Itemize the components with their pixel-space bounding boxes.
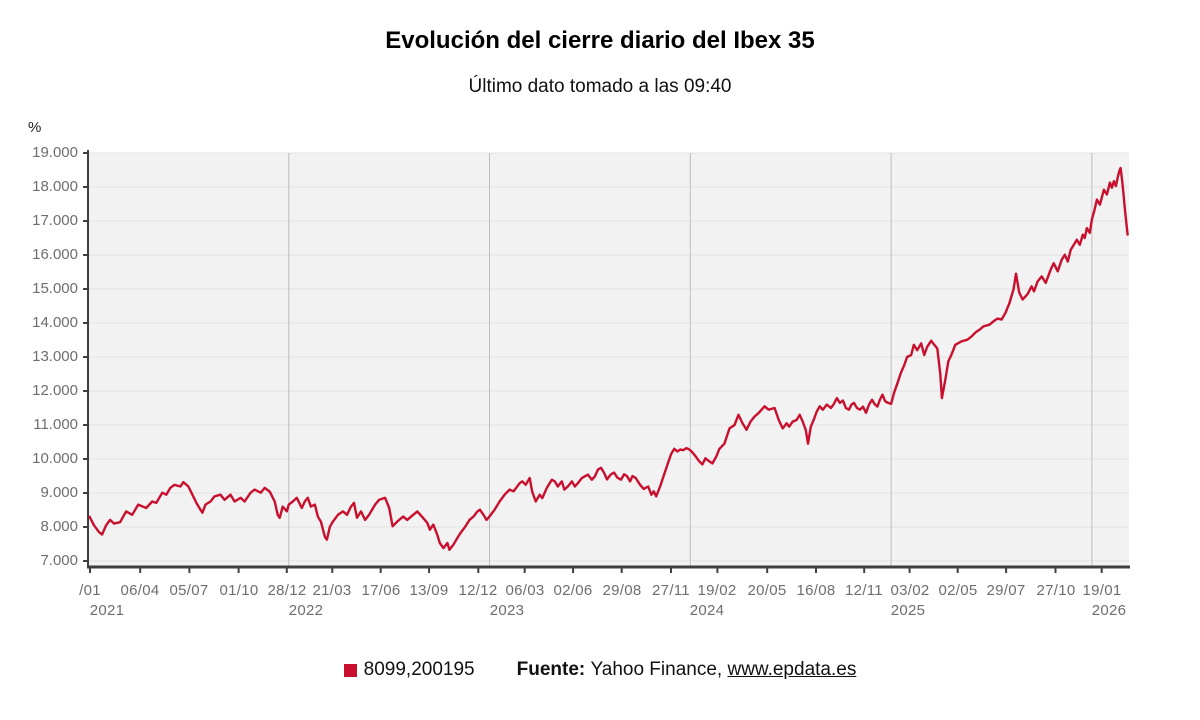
y-axis-tick-label: 17.000	[32, 212, 78, 229]
x-axis-tick-label: 19/02	[697, 582, 737, 599]
x-axis-tick-label: 20/05	[747, 582, 787, 599]
x-axis-tick-label: 29/07	[986, 582, 1026, 599]
x-axis-tick-label: 02/05	[938, 582, 978, 599]
x-axis-tick-label: 16/08	[796, 582, 836, 599]
y-axis-tick-label: 18.000	[32, 178, 78, 195]
x-axis-tick-label: 29/08	[602, 582, 642, 599]
x-axis-tick-label: 03/02	[890, 582, 930, 599]
x-axis-tick-label: 19/01	[1082, 582, 1122, 599]
y-axis-tick-label: 12.000	[32, 382, 78, 399]
x-axis-tick-label: 17/06	[361, 582, 401, 599]
x-axis-tick-label: 27/10	[1036, 582, 1076, 599]
x-axis-tick-label: 06/03	[505, 582, 545, 599]
x-axis-year-label: 2024	[689, 602, 725, 619]
y-axis-tick-label: 15.000	[32, 280, 78, 297]
x-axis-tick-label: 13/09	[409, 582, 449, 599]
x-axis-year-label: 2025	[890, 602, 926, 619]
source-name: Yahoo Finance,	[590, 659, 723, 680]
y-axis-tick-label: 11.000	[33, 416, 78, 433]
x-axis-tick-label: 02/06	[553, 582, 593, 599]
x-axis-year-label: 2021	[89, 602, 125, 619]
y-axis-tick-label: 14.000	[32, 314, 78, 331]
y-axis-tick-label: 19.000	[32, 144, 78, 161]
legend-series-label: 8099,200195	[363, 659, 475, 680]
x-axis-tick-label: 06/04	[120, 582, 160, 599]
x-axis-tick-label: 05/07	[169, 582, 209, 599]
y-axis-tick-label: 9.000	[40, 484, 78, 501]
chart-legend: 8099,200195 Fuente: Yahoo Finance, www.e…	[0, 659, 1200, 681]
chart-subtitle: Último dato tomado a las 09:40	[468, 76, 732, 97]
x-axis-year-label: 2026	[1091, 602, 1127, 619]
x-axis-tick-label: 27/11	[652, 582, 690, 599]
y-axis-tick-label: 16.000	[32, 246, 78, 263]
y-axis-tick-label: 10.000	[32, 450, 78, 467]
y-axis-tick-label: 7.000	[40, 552, 78, 569]
x-axis-tick-label: /01	[79, 582, 101, 599]
x-axis-tick-label: 01/10	[219, 582, 259, 599]
source-link[interactable]: www.epdata.es	[727, 659, 857, 680]
x-axis-year-label: 2022	[288, 602, 324, 619]
source-prefix-label: Fuente:	[516, 659, 586, 680]
y-axis-tick-label: 8.000	[40, 518, 78, 535]
x-axis-year-label: 2023	[489, 602, 525, 619]
y-axis-unit-label: %	[28, 119, 42, 136]
y-axis-tick-label: 13.000	[32, 348, 78, 365]
x-axis-tick-label: 12/11	[845, 582, 883, 599]
legend-swatch-icon	[343, 663, 357, 677]
x-axis-tick-label: 12/12	[458, 582, 498, 599]
x-axis-tick-label: 21/03	[312, 582, 352, 599]
chart-title: Evolución del cierre diario del Ibex 35	[385, 27, 815, 54]
x-axis-tick-label: 28/12	[267, 582, 307, 599]
